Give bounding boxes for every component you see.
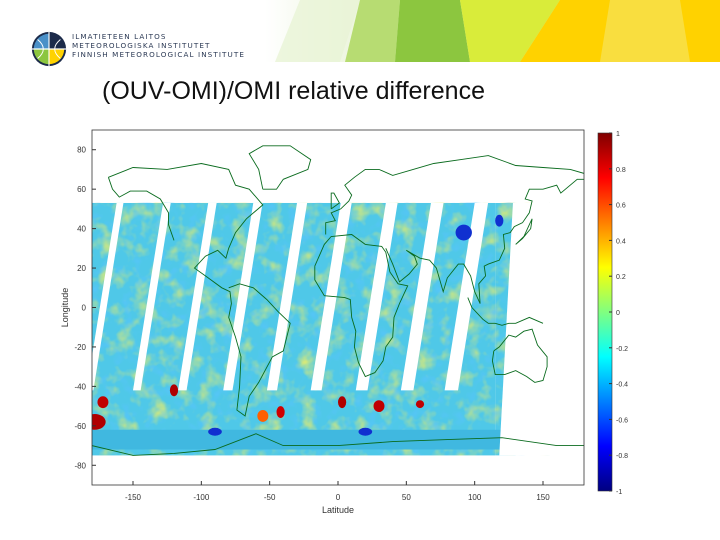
swath-gap: [400, 202, 444, 391]
swath-gap: [133, 202, 171, 391]
swath-gap: [92, 202, 124, 391]
coastline: [325, 155, 584, 235]
colorbar-tick-label: 1: [616, 131, 620, 138]
coastline: [92, 433, 584, 456]
coastline: [314, 234, 409, 378]
x-axis-label: Latitude: [322, 505, 354, 515]
x-tick-label: 50: [402, 493, 411, 502]
coastline: [248, 145, 312, 190]
hotspot: [92, 414, 106, 430]
banner-graphic: [265, 0, 720, 62]
colorbar-tick-label: 0.6: [616, 203, 626, 210]
y-tick-label: -40: [74, 382, 86, 391]
hotspot: [257, 410, 269, 422]
x-tick-label: 100: [468, 493, 482, 502]
colorbar-tick-label: 0: [616, 310, 620, 317]
y-tick-label: 20: [77, 264, 86, 273]
org-line-sv: METEOROLOGISKA INSTITUTET: [72, 41, 211, 50]
y-tick-label: 60: [77, 185, 86, 194]
y-tick-label: -20: [74, 343, 86, 352]
x-tick-label: 0: [336, 493, 341, 502]
coldspot: [358, 427, 373, 436]
hotspot: [338, 396, 347, 409]
coastline: [385, 178, 584, 304]
hotspot: [97, 396, 109, 409]
colorbar: 1 0.8 0.6 0.4 0.2 0 -0.2 -0.4 -0.6 -0.8 -1: [597, 131, 628, 496]
y-tick-label: 40: [77, 225, 86, 234]
colorbar-tick-label: 0.2: [616, 274, 626, 281]
hotspot: [276, 406, 285, 418]
x-tick-label: 150: [536, 493, 550, 502]
x-tick-label: -100: [193, 493, 210, 502]
x-tick-label: -50: [264, 493, 276, 502]
coastline: [108, 163, 291, 417]
colorbar-tick-label: 0.8: [616, 167, 626, 174]
hotspot: [169, 384, 179, 397]
hotspot: [415, 400, 425, 409]
colorbar-tick-label: 0.4: [616, 238, 626, 245]
colorbar-tick-label: -0.2: [616, 346, 628, 353]
swath-gap: [223, 202, 263, 391]
colorbar-tick-label: -0.6: [616, 417, 628, 424]
y-tick-label: 0: [82, 304, 87, 313]
y-tick-label: -60: [74, 422, 86, 431]
coastlines: [92, 145, 584, 456]
swath-gap: [355, 202, 398, 391]
coldspot: [455, 224, 472, 241]
coastline: [467, 297, 544, 326]
y-axis-label: Longitude: [60, 288, 70, 328]
y-tick-label: -80: [74, 461, 86, 470]
hotspot: [373, 400, 385, 413]
org-line-fi: ILMATIETEEN LAITOS: [72, 32, 167, 41]
org-line-en: FINNISH METEOROLOGICAL INSTITUTE: [72, 50, 246, 59]
coastline: [330, 192, 340, 210]
heatmap-chart: 80 60 40 20 0 -20 -40 -60 -80 -150 -100 -50 0 50 100 15…: [60, 129, 628, 515]
colorbar-tick-label: -0.4: [616, 382, 628, 389]
header-banner: ILMATIETEEN LAITOS METEOROLOGISKA INSTIT…: [0, 0, 720, 70]
x-tick-label: -150: [125, 493, 142, 502]
no-data-east: [499, 202, 584, 456]
coastline: [515, 218, 533, 245]
organization-name: ILMATIETEEN LAITOS METEOROLOGISKA INSTIT…: [72, 32, 245, 59]
colorbar-tick-label: -1: [616, 489, 622, 496]
swath-gap: [266, 202, 308, 391]
colorbar-tick-label: -0.8: [616, 453, 628, 460]
axes: 80 60 40 20 0 -20 -40 -60 -80 -150 -100 -50 0 50 100 15…: [60, 129, 585, 515]
coldspot: [495, 214, 504, 227]
data-field: [92, 202, 584, 456]
swath-gap: [444, 202, 489, 391]
coldspot: [208, 427, 222, 436]
fmi-logo: [31, 31, 67, 67]
slide-title: (OUV-OMI)/OMI relative difference: [102, 77, 485, 105]
coastline: [107, 177, 175, 241]
coastline: [491, 328, 548, 383]
plot-area: [92, 130, 584, 485]
y-tick-label: 80: [77, 146, 86, 155]
swath-gap: [178, 202, 217, 391]
